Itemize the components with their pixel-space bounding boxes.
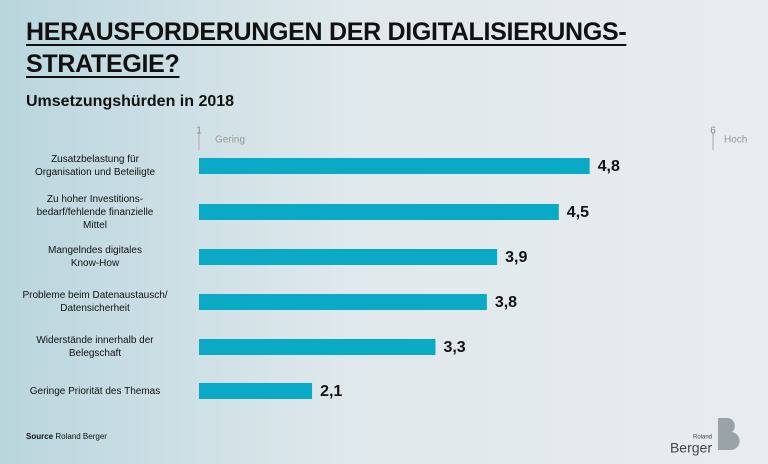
category-label: Geringe Priorität des Themas <box>29 385 161 397</box>
bar <box>199 294 487 310</box>
logo-mark <box>718 418 740 451</box>
bar <box>199 339 436 355</box>
value-label: 3,8 <box>495 294 517 311</box>
bar <box>199 204 559 220</box>
logo: Berger <box>670 440 712 456</box>
source: Source Roland Berger <box>26 432 107 441</box>
logo-top: Roland <box>693 435 712 441</box>
value-label: 4,5 <box>567 204 589 221</box>
source-text: Roland Berger <box>55 432 107 441</box>
bar <box>199 383 313 399</box>
value-label: 4,8 <box>598 158 620 175</box>
x-tick-label: 6 <box>710 126 716 137</box>
bar <box>199 249 498 265</box>
value-label: 2,1 <box>320 383 342 400</box>
category-label: Mangelndes digitales Know-How <box>48 245 142 269</box>
value-label: 3,3 <box>443 339 465 356</box>
x-tick-label: 1 <box>196 126 202 137</box>
source-label: Source <box>26 432 54 441</box>
category-label: Zu hoher Investitions- bedarf/fehlende f… <box>36 193 154 231</box>
bar <box>199 158 590 174</box>
category-label: Probleme beim Datenaustausch/ Datensiche… <box>22 290 168 314</box>
value-label: 3,9 <box>505 249 527 266</box>
category-label: Widerstände innerhalb der Belegschaft <box>36 335 154 359</box>
x-low-label: Gering <box>215 135 245 146</box>
chart-title: HERAUSFORDERUNGEN DER DIGITALISIERUNGS-S… <box>26 18 627 78</box>
category-label: Zusatzbelastung für Organisation und Bet… <box>34 154 156 178</box>
chart-subtitle: Umsetzungshürden in 2018 <box>26 93 235 110</box>
x-high-label: Hoch <box>724 135 747 146</box>
